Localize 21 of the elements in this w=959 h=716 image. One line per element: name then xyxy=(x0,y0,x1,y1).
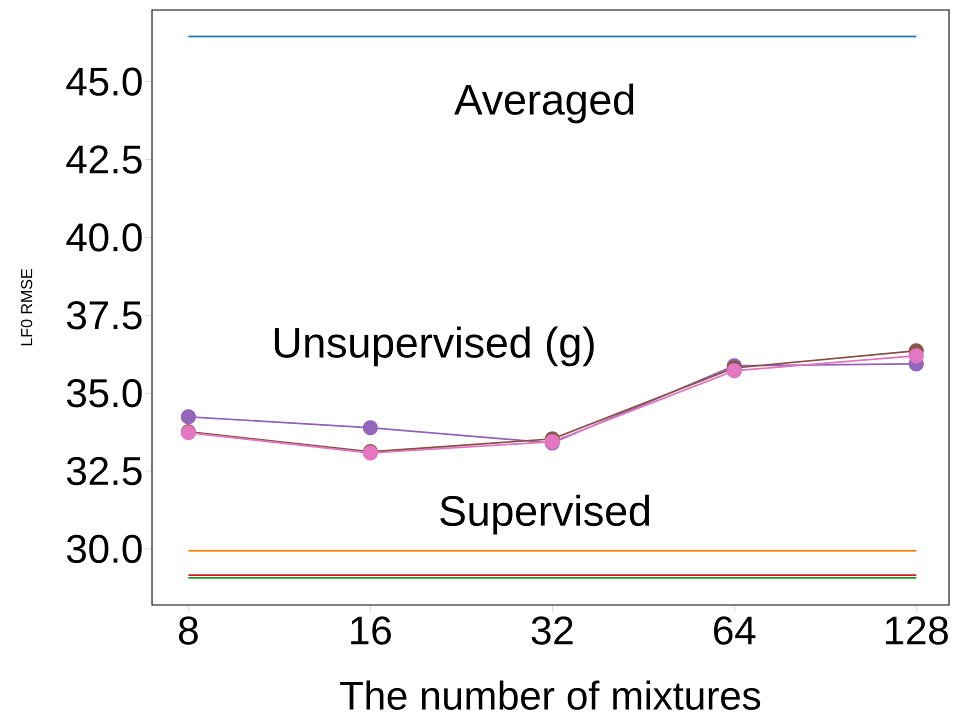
annotation: Unsupervised (g) xyxy=(274,326,594,366)
y-tick-label: 30.0 xyxy=(66,534,142,564)
x-tick-label: 32 xyxy=(532,616,573,645)
annotation: Supervised xyxy=(440,494,649,535)
y-tick-label: 32.5 xyxy=(66,456,142,486)
point xyxy=(362,420,378,436)
annotation: Averaged xyxy=(454,84,634,124)
y-tick-label: 37.5 xyxy=(66,301,142,330)
y-tick-label: 40.0 xyxy=(66,223,142,252)
point xyxy=(180,409,196,424)
x-tick-label: 128 xyxy=(886,616,948,645)
x-tick-label: 64 xyxy=(714,616,756,645)
y-axis-title: LF0 RMSE xyxy=(20,269,32,346)
y-tick-label: 35.0 xyxy=(66,378,142,408)
x-tick-label: 8 xyxy=(179,616,198,645)
x-tick-label: 16 xyxy=(351,616,391,645)
point xyxy=(908,348,924,364)
x-axis-title: The number of mixtures xyxy=(340,680,760,710)
y-tick-label: 42.5 xyxy=(66,145,142,174)
y-tick-label: 45.0 xyxy=(66,67,142,96)
point xyxy=(726,363,742,378)
